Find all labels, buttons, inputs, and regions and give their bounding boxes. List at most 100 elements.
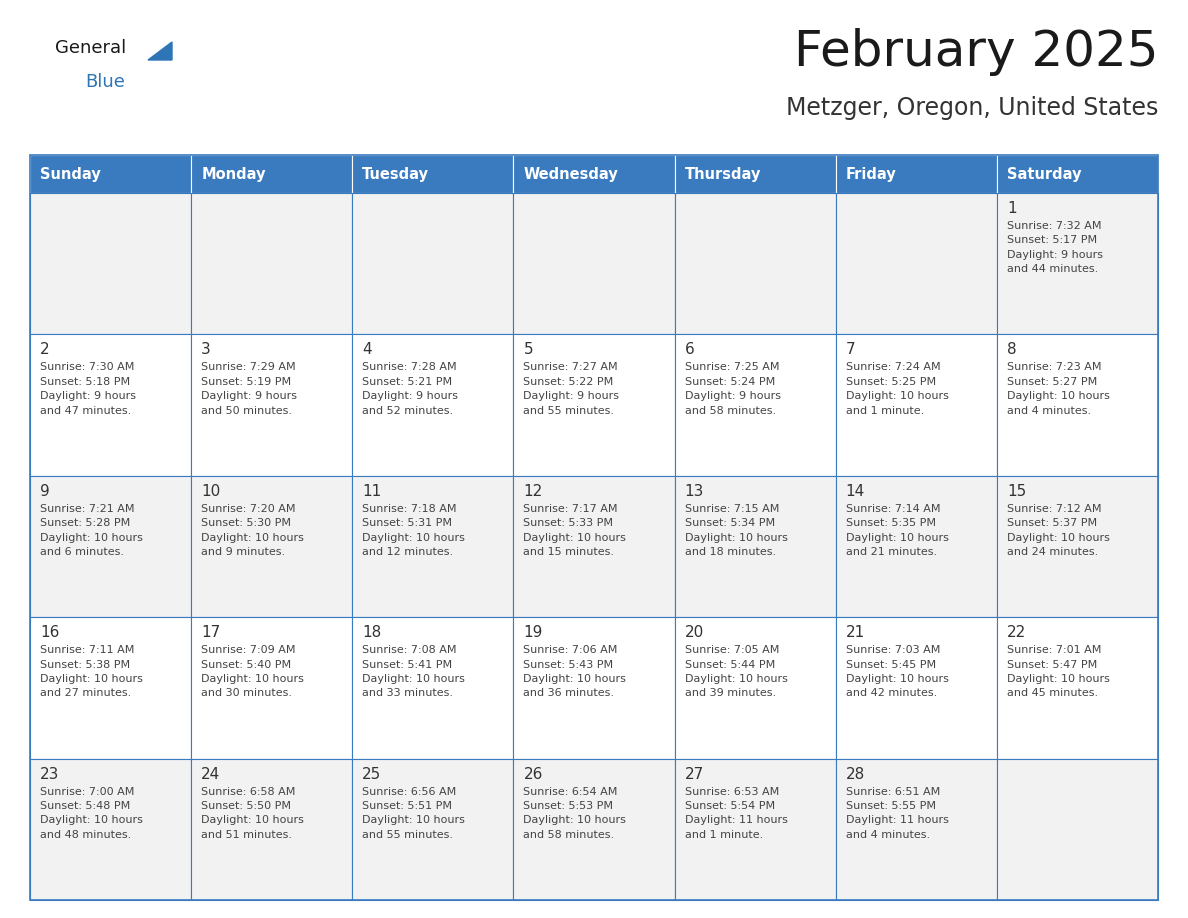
- Bar: [675, 334, 835, 476]
- Bar: [191, 193, 353, 334]
- Bar: [997, 193, 1158, 334]
- Text: 13: 13: [684, 484, 704, 498]
- Text: Sunrise: 7:00 AM
Sunset: 5:48 PM
Daylight: 10 hours
and 48 minutes.: Sunrise: 7:00 AM Sunset: 5:48 PM Dayligh…: [40, 787, 143, 840]
- Text: Sunrise: 7:30 AM
Sunset: 5:18 PM
Daylight: 9 hours
and 47 minutes.: Sunrise: 7:30 AM Sunset: 5:18 PM Dayligh…: [40, 363, 135, 416]
- Text: Sunrise: 7:01 AM
Sunset: 5:47 PM
Daylight: 10 hours
and 45 minutes.: Sunrise: 7:01 AM Sunset: 5:47 PM Dayligh…: [1007, 645, 1110, 699]
- Text: 24: 24: [201, 767, 221, 781]
- Text: Sunrise: 7:21 AM
Sunset: 5:28 PM
Daylight: 10 hours
and 6 minutes.: Sunrise: 7:21 AM Sunset: 5:28 PM Dayligh…: [40, 504, 143, 557]
- Text: Sunrise: 7:17 AM
Sunset: 5:33 PM
Daylight: 10 hours
and 15 minutes.: Sunrise: 7:17 AM Sunset: 5:33 PM Dayligh…: [524, 504, 626, 557]
- Text: 15: 15: [1007, 484, 1026, 498]
- Bar: [30, 476, 191, 617]
- Text: 1: 1: [1007, 201, 1017, 216]
- Bar: [191, 476, 353, 617]
- Text: Sunrise: 7:15 AM
Sunset: 5:34 PM
Daylight: 10 hours
and 18 minutes.: Sunrise: 7:15 AM Sunset: 5:34 PM Dayligh…: [684, 504, 788, 557]
- Bar: [353, 476, 513, 617]
- Bar: [353, 193, 513, 334]
- Text: Sunrise: 7:09 AM
Sunset: 5:40 PM
Daylight: 10 hours
and 30 minutes.: Sunrise: 7:09 AM Sunset: 5:40 PM Dayligh…: [201, 645, 304, 699]
- Text: Metzger, Oregon, United States: Metzger, Oregon, United States: [785, 96, 1158, 120]
- Bar: [835, 758, 997, 900]
- Bar: [835, 334, 997, 476]
- Bar: [513, 476, 675, 617]
- Text: Sunrise: 7:03 AM
Sunset: 5:45 PM
Daylight: 10 hours
and 42 minutes.: Sunrise: 7:03 AM Sunset: 5:45 PM Dayligh…: [846, 645, 948, 699]
- Text: Sunrise: 7:25 AM
Sunset: 5:24 PM
Daylight: 9 hours
and 58 minutes.: Sunrise: 7:25 AM Sunset: 5:24 PM Dayligh…: [684, 363, 781, 416]
- Text: Sunrise: 6:51 AM
Sunset: 5:55 PM
Daylight: 11 hours
and 4 minutes.: Sunrise: 6:51 AM Sunset: 5:55 PM Dayligh…: [846, 787, 948, 840]
- Bar: [191, 155, 353, 193]
- Text: 12: 12: [524, 484, 543, 498]
- Text: 4: 4: [362, 342, 372, 357]
- Text: Sunrise: 7:06 AM
Sunset: 5:43 PM
Daylight: 10 hours
and 36 minutes.: Sunrise: 7:06 AM Sunset: 5:43 PM Dayligh…: [524, 645, 626, 699]
- Bar: [30, 334, 191, 476]
- Text: Sunrise: 7:12 AM
Sunset: 5:37 PM
Daylight: 10 hours
and 24 minutes.: Sunrise: 7:12 AM Sunset: 5:37 PM Dayligh…: [1007, 504, 1110, 557]
- Text: Sunrise: 7:20 AM
Sunset: 5:30 PM
Daylight: 10 hours
and 9 minutes.: Sunrise: 7:20 AM Sunset: 5:30 PM Dayligh…: [201, 504, 304, 557]
- Text: Monday: Monday: [201, 166, 266, 182]
- Bar: [513, 155, 675, 193]
- Text: Sunrise: 6:53 AM
Sunset: 5:54 PM
Daylight: 11 hours
and 1 minute.: Sunrise: 6:53 AM Sunset: 5:54 PM Dayligh…: [684, 787, 788, 840]
- Bar: [30, 617, 191, 758]
- Bar: [997, 334, 1158, 476]
- Text: Sunrise: 7:27 AM
Sunset: 5:22 PM
Daylight: 9 hours
and 55 minutes.: Sunrise: 7:27 AM Sunset: 5:22 PM Dayligh…: [524, 363, 619, 416]
- Bar: [30, 155, 191, 193]
- Text: Tuesday: Tuesday: [362, 166, 429, 182]
- Bar: [997, 758, 1158, 900]
- Bar: [997, 476, 1158, 617]
- Bar: [353, 617, 513, 758]
- Bar: [353, 334, 513, 476]
- Text: 5: 5: [524, 342, 533, 357]
- Bar: [353, 758, 513, 900]
- Bar: [513, 617, 675, 758]
- Bar: [30, 193, 191, 334]
- Text: Sunday: Sunday: [40, 166, 101, 182]
- Bar: [835, 617, 997, 758]
- Text: Sunrise: 6:58 AM
Sunset: 5:50 PM
Daylight: 10 hours
and 51 minutes.: Sunrise: 6:58 AM Sunset: 5:50 PM Dayligh…: [201, 787, 304, 840]
- Text: Sunrise: 7:28 AM
Sunset: 5:21 PM
Daylight: 9 hours
and 52 minutes.: Sunrise: 7:28 AM Sunset: 5:21 PM Dayligh…: [362, 363, 459, 416]
- Bar: [191, 758, 353, 900]
- Bar: [997, 155, 1158, 193]
- Bar: [513, 334, 675, 476]
- Text: 10: 10: [201, 484, 221, 498]
- Text: 9: 9: [40, 484, 50, 498]
- Bar: [835, 193, 997, 334]
- Bar: [30, 758, 191, 900]
- Bar: [30, 155, 1158, 900]
- Text: Sunrise: 7:14 AM
Sunset: 5:35 PM
Daylight: 10 hours
and 21 minutes.: Sunrise: 7:14 AM Sunset: 5:35 PM Dayligh…: [846, 504, 948, 557]
- Text: 3: 3: [201, 342, 211, 357]
- Text: Wednesday: Wednesday: [524, 166, 618, 182]
- Text: Sunrise: 7:18 AM
Sunset: 5:31 PM
Daylight: 10 hours
and 12 minutes.: Sunrise: 7:18 AM Sunset: 5:31 PM Dayligh…: [362, 504, 466, 557]
- Text: 17: 17: [201, 625, 221, 640]
- Text: 21: 21: [846, 625, 865, 640]
- Bar: [675, 617, 835, 758]
- Text: 20: 20: [684, 625, 703, 640]
- Text: 26: 26: [524, 767, 543, 781]
- Text: February 2025: February 2025: [794, 28, 1158, 76]
- Text: 23: 23: [40, 767, 59, 781]
- Bar: [191, 617, 353, 758]
- Bar: [191, 334, 353, 476]
- Text: Sunrise: 6:54 AM
Sunset: 5:53 PM
Daylight: 10 hours
and 58 minutes.: Sunrise: 6:54 AM Sunset: 5:53 PM Dayligh…: [524, 787, 626, 840]
- Text: Sunrise: 7:24 AM
Sunset: 5:25 PM
Daylight: 10 hours
and 1 minute.: Sunrise: 7:24 AM Sunset: 5:25 PM Dayligh…: [846, 363, 948, 416]
- Text: Sunrise: 7:32 AM
Sunset: 5:17 PM
Daylight: 9 hours
and 44 minutes.: Sunrise: 7:32 AM Sunset: 5:17 PM Dayligh…: [1007, 221, 1102, 274]
- Bar: [675, 155, 835, 193]
- Text: Blue: Blue: [86, 73, 125, 91]
- Text: Sunrise: 7:29 AM
Sunset: 5:19 PM
Daylight: 9 hours
and 50 minutes.: Sunrise: 7:29 AM Sunset: 5:19 PM Dayligh…: [201, 363, 297, 416]
- Text: 22: 22: [1007, 625, 1026, 640]
- Bar: [353, 155, 513, 193]
- Text: 6: 6: [684, 342, 694, 357]
- Text: Sunrise: 6:56 AM
Sunset: 5:51 PM
Daylight: 10 hours
and 55 minutes.: Sunrise: 6:56 AM Sunset: 5:51 PM Dayligh…: [362, 787, 466, 840]
- Text: Sunrise: 7:08 AM
Sunset: 5:41 PM
Daylight: 10 hours
and 33 minutes.: Sunrise: 7:08 AM Sunset: 5:41 PM Dayligh…: [362, 645, 466, 699]
- Text: 25: 25: [362, 767, 381, 781]
- Bar: [835, 155, 997, 193]
- Text: 7: 7: [846, 342, 855, 357]
- Text: Sunrise: 7:23 AM
Sunset: 5:27 PM
Daylight: 10 hours
and 4 minutes.: Sunrise: 7:23 AM Sunset: 5:27 PM Dayligh…: [1007, 363, 1110, 416]
- Text: 2: 2: [40, 342, 50, 357]
- Text: 19: 19: [524, 625, 543, 640]
- Text: 28: 28: [846, 767, 865, 781]
- Text: 14: 14: [846, 484, 865, 498]
- Polygon shape: [148, 42, 172, 60]
- Bar: [675, 193, 835, 334]
- Bar: [675, 758, 835, 900]
- Text: Sunrise: 7:05 AM
Sunset: 5:44 PM
Daylight: 10 hours
and 39 minutes.: Sunrise: 7:05 AM Sunset: 5:44 PM Dayligh…: [684, 645, 788, 699]
- Text: General: General: [55, 39, 126, 57]
- Bar: [997, 617, 1158, 758]
- Text: Saturday: Saturday: [1007, 166, 1081, 182]
- Text: 8: 8: [1007, 342, 1017, 357]
